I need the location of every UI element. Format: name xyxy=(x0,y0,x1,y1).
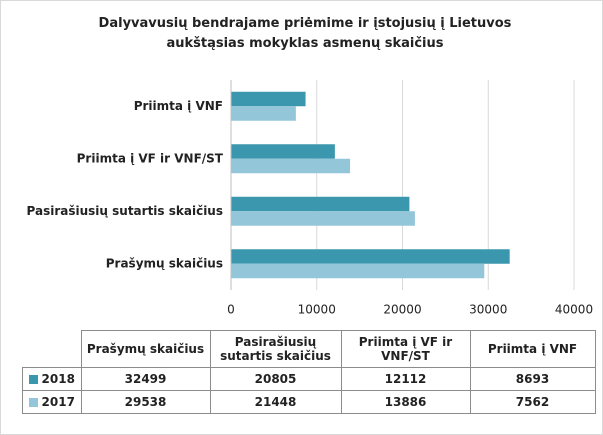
header-row: Prašymų skaičius Pasirašiusių sutartis sk… xyxy=(23,330,596,368)
y-tick-label: Pasirašiusių sutartis skaičius xyxy=(27,204,223,218)
legend-cell: 2017 xyxy=(22,390,82,414)
y-tick-label: Prašymų skaičius xyxy=(106,256,223,270)
value-cell: 21448 xyxy=(209,390,342,414)
value-cell: 32499 xyxy=(80,367,211,391)
value-cell: 8693 xyxy=(469,367,596,391)
legend-key xyxy=(28,375,38,384)
legend-label: 2018 xyxy=(41,372,75,386)
value-cell: 12112 xyxy=(340,367,471,391)
y-tick-label: Priimta į VNF xyxy=(134,99,223,113)
data-row: 2017 29538 21448 13886 7562 xyxy=(22,390,596,414)
legend-label: 2017 xyxy=(41,395,75,409)
bar xyxy=(231,263,485,279)
y-tick-label: Priimta į VF ir VNF/ST xyxy=(77,151,224,165)
value-cell: 7562 xyxy=(469,390,596,414)
bar xyxy=(231,158,351,174)
value-cell: 20805 xyxy=(209,367,342,391)
column-header: Priimta į VNF xyxy=(469,330,596,368)
x-tick-label: 30000 xyxy=(469,303,507,317)
x-tick-label: 20000 xyxy=(383,303,421,317)
value-cell: 13886 xyxy=(340,390,471,414)
legend-cell: 2018 xyxy=(22,367,82,391)
chart-title: Dalyvavusių bendrajame priėmime ir įstoj… xyxy=(98,16,512,51)
data-table: Prašymų skaičius Pasirašiusių sutartis sk… xyxy=(22,330,596,414)
column-header: Priimta į VF ir VNF/ST xyxy=(340,330,471,368)
x-tick-label: 0 xyxy=(227,303,235,317)
bar xyxy=(231,106,296,121)
bar xyxy=(231,249,510,264)
value-cell: 29538 xyxy=(80,390,211,414)
data-row: 2018 32499 20805 12112 8693 xyxy=(22,367,596,391)
bar xyxy=(231,211,415,226)
column-header: Pasirašiusių sutartis skaičius xyxy=(209,330,342,368)
column-header: Prašymų skaičius xyxy=(80,330,211,368)
bar xyxy=(231,91,306,107)
legend-key xyxy=(28,398,38,407)
bar xyxy=(231,196,410,212)
x-tick-label: 10000 xyxy=(298,303,336,317)
x-tick-label: 40000 xyxy=(555,303,593,317)
corner-cell xyxy=(23,331,82,368)
chart: 0 10000 20000 30000 40000 Prašymų skaičius Pas… xyxy=(27,80,593,317)
bar xyxy=(231,144,335,159)
